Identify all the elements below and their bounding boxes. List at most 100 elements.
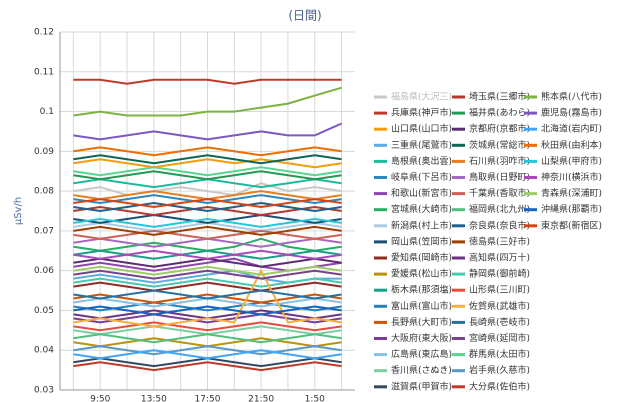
legend-label: 長野県(大町市) <box>391 316 452 328</box>
legend-label: 新潟県(村上市) <box>391 219 452 231</box>
y-tick-label: 0.08 <box>34 187 54 197</box>
legend-label: 福岡県(北九州) <box>469 203 530 215</box>
series-line <box>73 154 342 165</box>
legend-label: 大阪府(東大阪) <box>391 332 452 344</box>
series-line <box>73 301 342 312</box>
x-tick-label: 13:50 <box>141 395 167 402</box>
series-line <box>73 78 342 85</box>
legend-label: 三重県(尾鷲市) <box>391 139 452 151</box>
series-line <box>73 86 342 117</box>
legend-label: 千葉県(香取市) <box>469 187 530 199</box>
legend-label: 石川県(羽咋市) <box>469 155 530 167</box>
y-axis-label: μSv/h <box>13 197 24 225</box>
y-tick-label: 0.1 <box>40 107 54 117</box>
legend-label: 和歌山(新宮市) <box>391 187 452 199</box>
legend-label: 福島県(大沢三) <box>391 91 452 103</box>
series-line <box>73 249 342 260</box>
series-line <box>73 333 342 344</box>
series-line <box>73 361 342 372</box>
legend-label: 愛媛県(松山市) <box>391 268 452 280</box>
series-line <box>73 321 342 332</box>
y-tick-label: 0.07 <box>34 226 54 236</box>
legend-label: 北海道(岩内町) <box>541 123 602 135</box>
series-line <box>73 217 342 228</box>
legend-label: 沖縄県(那覇市) <box>541 203 602 215</box>
legend-label: 鹿児島(霧島市) <box>541 107 602 119</box>
legend-label: 埼玉県(三郷市) <box>469 91 530 103</box>
legend-label: 愛知県(岡崎市) <box>391 252 452 264</box>
legend-label: 東京都(新宿区) <box>541 219 602 231</box>
legend-label: 福井県(あわら) <box>469 107 530 119</box>
legend-label: 岩手県(久慈市) <box>469 364 530 376</box>
legend-label: 静岡県(御前崎) <box>469 268 530 280</box>
legend-label: 奈良県(奈良市) <box>469 219 530 231</box>
series-line <box>73 345 342 356</box>
series-line <box>73 305 342 316</box>
series-line <box>73 198 342 209</box>
x-tick-label: 9:50 <box>90 395 110 402</box>
legend-label: 大分県(佐伯市) <box>469 380 530 392</box>
series-line <box>73 281 342 292</box>
legend-label: 長崎県(壱岐市) <box>469 316 530 328</box>
legend-label: 京都府(京都市) <box>469 123 530 135</box>
legend-label: 神奈川(横浜市) <box>541 171 602 183</box>
legend-label: 鳥取県(日野町) <box>469 171 530 183</box>
series-line <box>73 249 342 260</box>
y-tick-label: 0.11 <box>34 67 54 77</box>
y-tick-label: 0.03 <box>34 386 54 396</box>
legend-label: 岐阜県(下呂市) <box>391 171 452 183</box>
legend-label: 岡山県(笠岡市) <box>391 235 452 247</box>
series-line <box>73 289 342 300</box>
legend-label: 宮城県(大崎市) <box>391 203 452 215</box>
series-line <box>73 166 342 177</box>
legend-label: 山形県(三川町) <box>469 284 530 296</box>
series-line <box>73 313 342 324</box>
series-line <box>73 146 342 157</box>
legend-label: 滋賀県(甲賀市) <box>391 380 452 392</box>
series-line <box>73 349 342 360</box>
series-line <box>73 213 342 224</box>
series-line <box>73 201 342 213</box>
legend-label: 群馬県(太田市) <box>469 348 530 360</box>
series-line <box>73 205 342 217</box>
legend-label: 富山県(富山市) <box>391 300 452 312</box>
legend-label: 高知県(四万十) <box>469 252 530 264</box>
series-line <box>73 194 342 205</box>
series-line <box>73 158 342 169</box>
legend-label: 山梨県(甲府市) <box>541 155 602 167</box>
legend-label: 香川県(さぬき) <box>391 365 452 376</box>
series-line <box>73 268 342 328</box>
series-line <box>73 293 342 304</box>
series-line <box>73 122 343 141</box>
chart-title: (日間) <box>288 9 321 23</box>
legend-label: 熊本県(八代市) <box>541 91 602 103</box>
series-line <box>73 265 342 276</box>
x-tick-label: 17:50 <box>195 395 221 402</box>
series-line <box>73 170 342 181</box>
legend-label: 徳島県(三好市) <box>469 235 530 247</box>
y-tick-label: 0.05 <box>34 306 54 316</box>
series-line <box>73 229 342 240</box>
series-line <box>73 225 342 236</box>
series-line <box>73 277 342 288</box>
x-tick-label: 1:50 <box>305 395 325 402</box>
legend-label: 山口県(山口市) <box>391 123 452 135</box>
legend-label: 宮崎県(延岡市) <box>469 332 530 344</box>
series-line <box>73 269 342 280</box>
legend-label: 秋田県(由利本) <box>541 139 602 151</box>
legend-label: 茨城県(常総市) <box>469 139 530 151</box>
y-tick-label: 0.04 <box>34 346 54 356</box>
y-tick-label: 0.06 <box>34 266 54 276</box>
x-tick-label: 21:50 <box>248 395 274 402</box>
legend-label: 青森県(深浦町) <box>541 187 602 199</box>
legend-label: 兵庫県(神戸市) <box>391 107 452 119</box>
legend-label: 栃木県(那須塩) <box>391 284 452 296</box>
legend-label: 島根県(奥出雲) <box>391 155 452 167</box>
series-line <box>73 182 342 197</box>
y-tick-label: 0.12 <box>34 28 54 38</box>
legend-label: 広島県(東広島) <box>391 348 452 360</box>
y-tick-label: 0.09 <box>34 147 54 157</box>
legend-label: 佐賀県(武雄市) <box>469 300 530 312</box>
